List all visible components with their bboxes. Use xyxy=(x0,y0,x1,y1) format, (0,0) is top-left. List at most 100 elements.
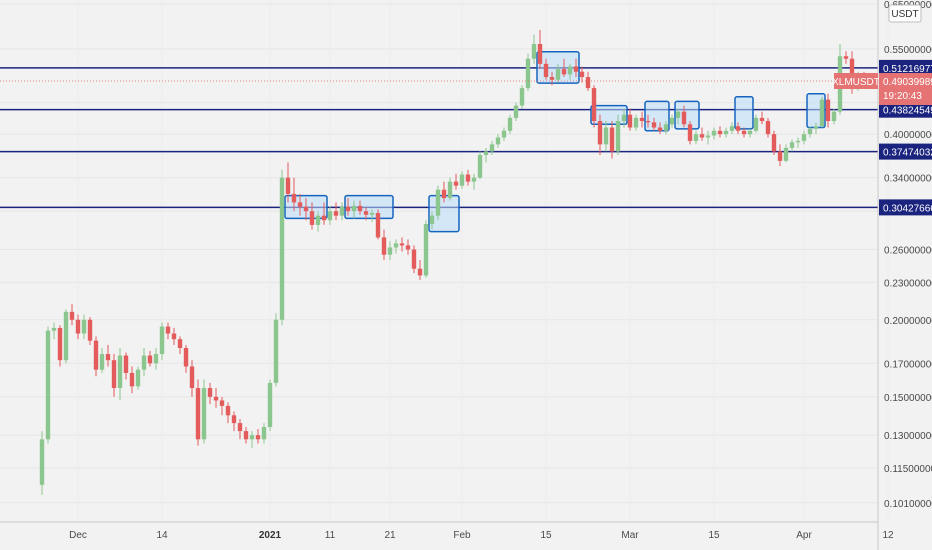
candle-body xyxy=(543,63,549,78)
candle-body xyxy=(219,400,225,406)
y-tick-label: 0.34000000 xyxy=(884,174,932,185)
candle-body xyxy=(291,193,297,203)
level-label-box xyxy=(879,143,932,160)
candle-body xyxy=(87,319,93,341)
level-label: 0.43824549 xyxy=(883,106,932,117)
candle-body xyxy=(627,114,633,128)
candle-body xyxy=(615,121,621,152)
y-tick-label: 0.17000000 xyxy=(884,359,932,370)
symbol-badge-box xyxy=(834,73,878,89)
candle-body xyxy=(45,330,51,440)
candle-body xyxy=(693,134,699,141)
candle-body xyxy=(363,211,369,215)
candle-body xyxy=(501,130,507,138)
countdown-label: 19:20:43 xyxy=(883,91,922,102)
candle-body xyxy=(429,215,435,224)
candle-body xyxy=(489,144,495,152)
candle-body xyxy=(591,88,597,122)
candle-body xyxy=(303,206,309,212)
zone-box[interactable] xyxy=(590,104,628,126)
candle-body xyxy=(225,405,231,416)
candle-body xyxy=(411,249,417,269)
candle-body xyxy=(525,58,531,89)
candle-body xyxy=(759,117,765,122)
candle-body xyxy=(333,211,339,216)
candle-body xyxy=(753,117,759,131)
candle-body xyxy=(231,415,237,424)
candle-body xyxy=(777,151,783,161)
candle-body xyxy=(207,388,213,397)
candle-body xyxy=(555,69,561,80)
candle-body xyxy=(279,177,285,320)
unit-badge[interactable]: USDT xyxy=(888,4,922,23)
candle-body xyxy=(621,114,627,122)
candle-body xyxy=(639,117,645,122)
candle-body xyxy=(117,355,123,389)
candle-body xyxy=(705,135,711,138)
candle-body xyxy=(537,44,543,64)
y-tick-label: 0.40000000 xyxy=(884,130,932,141)
candle-body xyxy=(723,130,729,135)
candle-body xyxy=(261,427,267,440)
candle-body xyxy=(339,206,345,216)
candle-body xyxy=(741,130,747,135)
candle-body xyxy=(609,127,615,152)
candle-body xyxy=(213,396,219,401)
candle-body xyxy=(813,126,819,129)
y-tick-label: 0.55000000 xyxy=(884,45,932,56)
level-label-box xyxy=(879,101,932,118)
candle-body xyxy=(255,435,261,440)
candle-body xyxy=(327,211,333,221)
candle-body xyxy=(93,340,99,370)
candle-body xyxy=(711,130,717,136)
x-tick-label: 14 xyxy=(156,530,168,541)
candle-body xyxy=(285,177,291,194)
unit-label: USDT xyxy=(891,9,918,20)
candle-body xyxy=(807,128,813,135)
candle-body xyxy=(561,69,567,75)
candle-body xyxy=(567,66,573,75)
candle-body xyxy=(105,354,111,361)
candle-body xyxy=(381,237,387,255)
candle-body xyxy=(483,151,489,156)
candle-body xyxy=(189,366,195,389)
candle-body xyxy=(717,130,723,135)
level-label: 0.30427666 xyxy=(883,203,932,214)
candle-body xyxy=(477,155,483,178)
y-tick-label: 0.23000000 xyxy=(884,278,932,289)
candle-body xyxy=(195,388,201,440)
candle-body xyxy=(819,99,825,127)
candle-body xyxy=(387,247,393,255)
candle-body xyxy=(153,354,159,364)
candle-body xyxy=(375,212,381,238)
candle-body xyxy=(315,215,321,225)
y-tick-label: 0.10100000 xyxy=(884,499,932,510)
candle-body xyxy=(57,327,63,361)
candle-body xyxy=(681,111,687,125)
zone-box[interactable] xyxy=(344,194,394,220)
symbol-label: XLMUSDT xyxy=(832,77,880,88)
candle-body xyxy=(171,333,177,340)
candle-body xyxy=(417,268,423,276)
candle-body xyxy=(531,44,537,59)
candle-body xyxy=(165,326,171,334)
candle-body xyxy=(651,122,657,128)
x-tick-label: 12 xyxy=(882,530,894,541)
candle-body xyxy=(273,319,279,383)
candle-body xyxy=(321,215,327,221)
candle-body xyxy=(459,174,465,186)
zone-box[interactable] xyxy=(644,100,670,132)
level-label-box xyxy=(879,59,932,76)
x-tick-label: Apr xyxy=(796,530,812,541)
zone-box[interactable] xyxy=(674,100,700,130)
candle-body xyxy=(699,134,705,138)
candle-body xyxy=(783,147,789,161)
candle-body xyxy=(297,202,303,207)
candle-body xyxy=(453,181,459,186)
candle-body xyxy=(465,174,471,182)
candle-body xyxy=(129,372,135,387)
candle-body xyxy=(99,354,105,370)
candle-body xyxy=(405,245,411,250)
candle-body xyxy=(309,211,315,225)
